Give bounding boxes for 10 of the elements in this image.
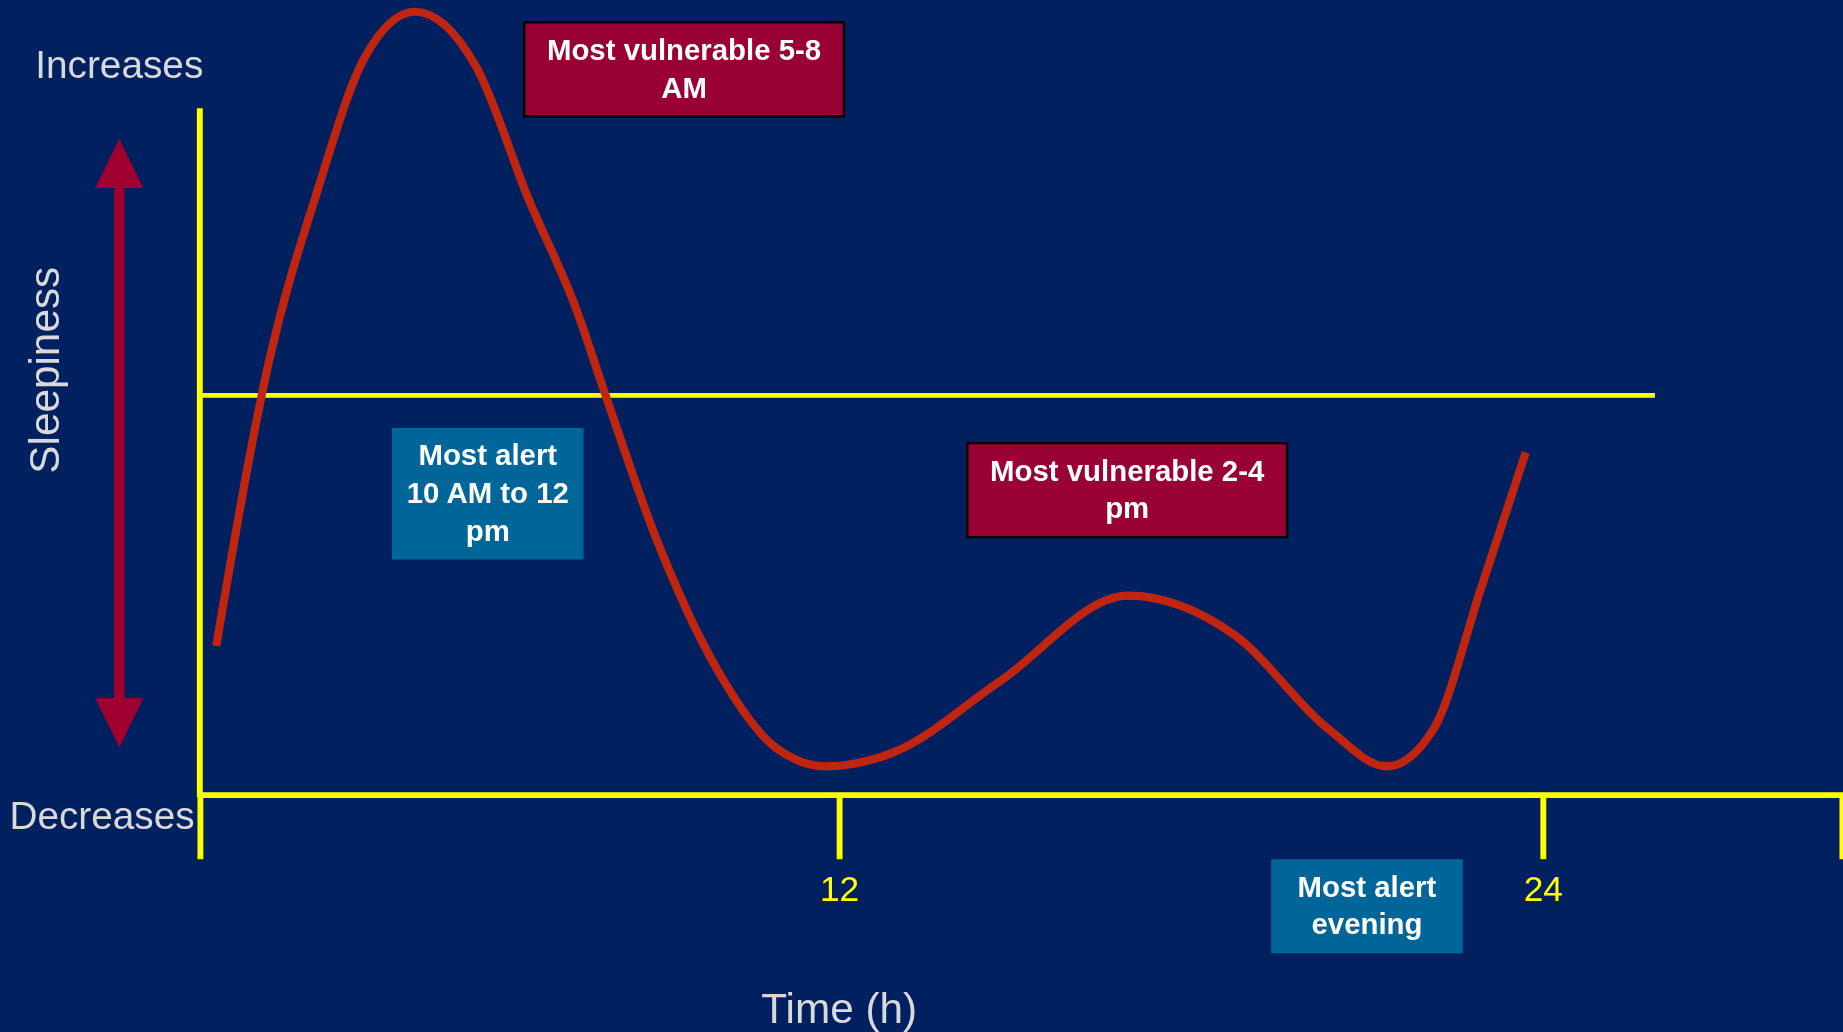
y-axis-title: Sleepiness [20,266,68,474]
x-tick-label: 24 [1523,868,1563,908]
annotation: Increases [35,42,204,86]
text: Most alert evening [1297,869,1437,941]
x-axis-title: Time (h) [761,984,918,1032]
annotation: Most vulnerable 5-8 AM [546,32,822,104]
x-tick-label: 12 [820,868,860,908]
text: Decreases [9,793,195,837]
annotation: Most vulnerable 2-4 pm [990,453,1265,525]
annotation: Most alert 10 AM to 12 pm [406,438,569,547]
